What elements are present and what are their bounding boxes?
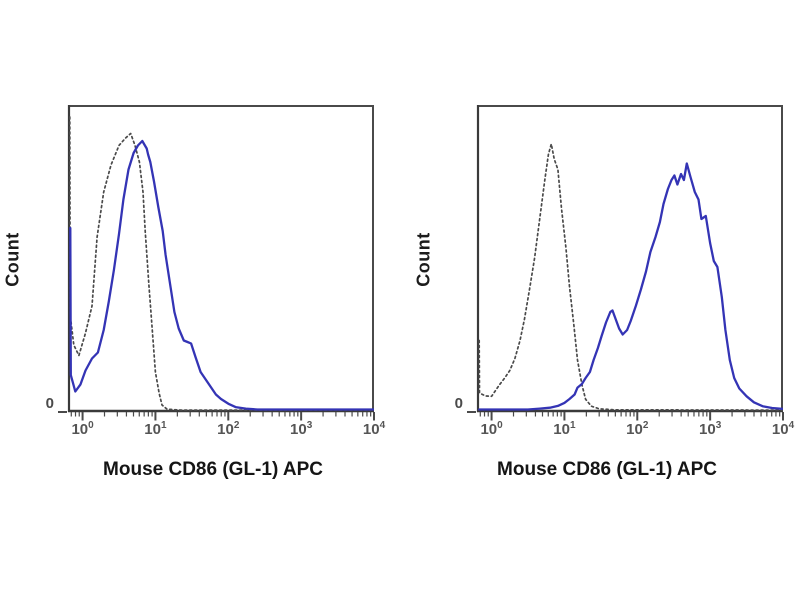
x-axis-tick-labels-left: 100 101 102 103 104 bbox=[68, 420, 385, 446]
histogram-curve-control-dotted bbox=[478, 143, 783, 411]
x-tick-label-10e4: 104 bbox=[362, 420, 386, 438]
x-tick-label-10e0: 100 bbox=[480, 420, 503, 438]
y-axis-zero-tick-left bbox=[58, 411, 67, 413]
x-tick-label-10e0: 100 bbox=[71, 420, 94, 438]
x-tick-label-10e2: 102 bbox=[217, 420, 240, 438]
y-axis-zero-label-right: 0 bbox=[454, 395, 463, 412]
x-tick-label-10e4: 104 bbox=[771, 420, 795, 438]
x-axis-tick-labels-right: 100 101 102 103 104 bbox=[477, 420, 794, 446]
x-tick-label-10e3: 103 bbox=[290, 420, 313, 438]
histogram-curve-stained-solid bbox=[478, 162, 783, 411]
plot-area-left-histogram bbox=[67, 105, 375, 421]
x-tick-label-10e1: 101 bbox=[553, 420, 576, 438]
y-axis-label-left: Count bbox=[2, 232, 23, 287]
histogram-curve-stained-solid bbox=[69, 139, 374, 411]
x-axis-label-left: Mouse CD86 (GL-1) APC bbox=[103, 459, 323, 480]
x-tick-label-10e2: 102 bbox=[626, 420, 649, 438]
y-axis-zero-label-left: 0 bbox=[45, 395, 54, 412]
y-axis-label-right: Count bbox=[413, 232, 434, 287]
histogram-curve-control-dotted bbox=[68, 116, 374, 411]
x-tick-label-10e3: 103 bbox=[699, 420, 722, 438]
plot-area-right-histogram bbox=[476, 105, 784, 421]
y-axis-zero-tick-right bbox=[467, 411, 476, 413]
x-tick-label-10e1: 101 bbox=[144, 420, 167, 438]
x-axis-label-right: Mouse CD86 (GL-1) APC bbox=[497, 459, 717, 480]
